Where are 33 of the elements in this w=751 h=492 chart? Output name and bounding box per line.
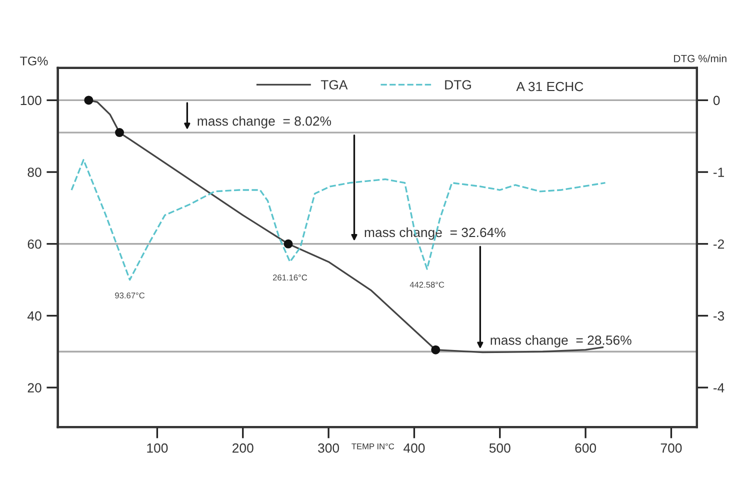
x-axis-title: TEMP IN°C — [352, 443, 394, 450]
x-tick-label: 500 — [489, 443, 510, 453]
annotation: 442.58°C — [410, 282, 444, 288]
y-tick-label: 40 — [27, 311, 42, 321]
y2-tick-label: -2 — [713, 239, 724, 249]
y2-axis-title: DTG %/min — [674, 54, 726, 62]
legend-label: TGA — [320, 80, 348, 90]
y-tick-label: 20 — [28, 383, 42, 392]
y2-tick-label: 0 — [713, 96, 720, 106]
y-tick-label: 80 — [28, 168, 42, 177]
line-series — [70, 159, 606, 281]
legend-label: DTG — [445, 80, 471, 90]
text: A 31 ECHC — [516, 82, 584, 92]
y-tick-label: 100 — [20, 96, 42, 106]
y-tick-label: 60 — [28, 239, 42, 249]
annotation: 93.67°C — [115, 292, 145, 298]
y-axis-title: TG% — [20, 56, 48, 66]
y2-tick-label: -4 — [713, 383, 724, 392]
y2-tick-label: -1 — [713, 168, 724, 177]
point — [431, 345, 440, 354]
point — [84, 96, 94, 105]
annotation: 261.16°C — [272, 274, 308, 280]
x-tick-label: 700 — [660, 443, 682, 453]
y2-tick-label: -3 — [713, 311, 724, 321]
annotation: mass change = 28.56% — [490, 335, 632, 348]
point — [115, 128, 124, 138]
x-tick-label: 400 — [404, 443, 425, 453]
x-tick-label: 100 — [147, 443, 168, 453]
x-tick-label: 200 — [232, 443, 254, 453]
x-tick-label: 300 — [318, 443, 340, 453]
x-tick-label: 600 — [575, 443, 596, 453]
annotation: mass change = 8.02% — [198, 116, 332, 128]
point — [284, 239, 293, 248]
